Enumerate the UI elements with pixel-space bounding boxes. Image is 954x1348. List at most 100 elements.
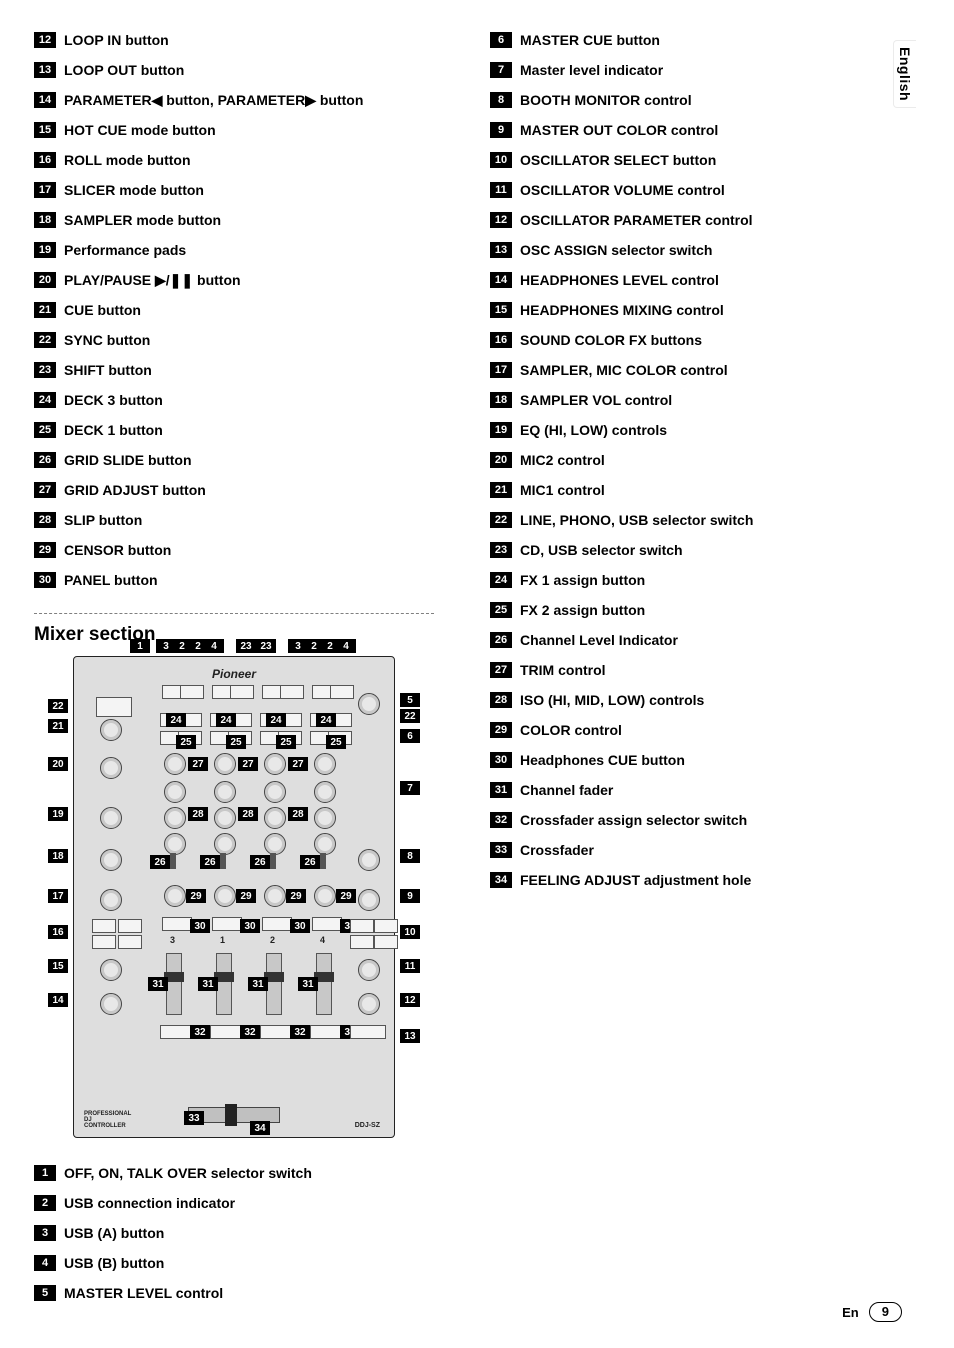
switch-graphic: [96, 697, 132, 717]
callout-number-badge: 31: [490, 782, 512, 798]
diagram-callout-badge: 27: [188, 757, 208, 771]
callout-number-badge: 17: [34, 182, 56, 198]
switch-graphic: [118, 919, 142, 933]
fader-graphic: [166, 953, 182, 1015]
diagram-callout-badge: 23: [256, 639, 276, 653]
callout-number-badge: 7: [490, 62, 512, 78]
callout-item: 15 HOT CUE mode button: [34, 115, 434, 145]
callout-number-badge: 14: [34, 92, 56, 108]
callout-label: USB (A) button: [64, 1226, 164, 1240]
callout-number-badge: 16: [490, 332, 512, 348]
callout-label: OFF, ON, TALK OVER selector switch: [64, 1166, 312, 1180]
knob-graphic: [164, 885, 186, 907]
switch-graphic: [180, 685, 204, 699]
callout-list-left-bottom: 1OFF, ON, TALK OVER selector switch2USB …: [34, 1158, 434, 1308]
switch-graphic: [374, 935, 398, 949]
callout-item: 23CD, USB selector switch: [490, 535, 890, 565]
callout-label: EQ (HI, LOW) controls: [520, 423, 667, 437]
callout-item: 34FEELING ADJUST adjustment hole: [490, 865, 890, 895]
callout-item: 16ROLL mode button: [34, 145, 434, 175]
knob-graphic: [164, 781, 186, 803]
knob-graphic: [100, 719, 122, 741]
callout-label: MASTER LEVEL control: [64, 1286, 223, 1300]
callout-number-badge: 13: [490, 242, 512, 258]
diagram-callout-badge: 29: [336, 889, 356, 903]
diagram-callout-badge: 32: [240, 1025, 260, 1039]
callout-number-badge: 26: [490, 632, 512, 648]
callout-label: PANEL button: [64, 573, 158, 587]
callout-label: GRID ADJUST button: [64, 483, 206, 497]
callout-item: 14HEADPHONES LEVEL control: [490, 265, 890, 295]
diagram-callout-badge: 12: [400, 993, 420, 1007]
knob-graphic: [100, 889, 122, 911]
callout-item: 5MASTER LEVEL control: [34, 1278, 434, 1308]
knob-graphic: [314, 753, 336, 775]
callout-item: 23SHIFT button: [34, 355, 434, 385]
diagram-callout-badge: 15: [48, 959, 68, 973]
callout-label: Performance pads: [64, 243, 186, 257]
fader-graphic: [216, 953, 232, 1015]
callout-item: 24DECK 3 button: [34, 385, 434, 415]
callout-item: 32Crossfader assign selector switch: [490, 805, 890, 835]
callout-label: FEELING ADJUST adjustment hole: [520, 873, 751, 887]
switch-graphic: [212, 917, 242, 931]
callout-item: 22SYNC button: [34, 325, 434, 355]
diagram-callout-badge: 30: [290, 919, 310, 933]
diagram-callout-badge: 25: [176, 735, 196, 749]
knob-graphic: [314, 781, 336, 803]
switch-graphic: [230, 685, 254, 699]
level-meter-graphic: [220, 853, 226, 869]
diagram-callout-badge: 30: [190, 919, 210, 933]
diagram-callout-badge: 17: [48, 889, 68, 903]
callout-label: Crossfader: [520, 843, 594, 857]
knob-graphic: [214, 833, 236, 855]
callout-item: 4USB (B) button: [34, 1248, 434, 1278]
callout-label: BOOTH MONITOR control: [520, 93, 692, 107]
callout-label: LOOP IN button: [64, 33, 169, 47]
callout-label: SLIP button: [64, 513, 142, 527]
diagram-callout-badge: 16: [48, 925, 68, 939]
callout-label: OSCILLATOR SELECT button: [520, 153, 716, 167]
callout-label: TRIM control: [520, 663, 606, 677]
diagram-callout-badge: 20: [48, 757, 68, 771]
knob-graphic: [358, 693, 380, 715]
callout-item: 29CENSOR button: [34, 535, 434, 565]
diagram-callout-badge: 25: [226, 735, 246, 749]
knob-graphic: [214, 781, 236, 803]
callout-item: 25DECK 1 button: [34, 415, 434, 445]
callout-number-badge: 15: [34, 122, 56, 138]
diagram-callout-badge: 13: [400, 1029, 420, 1043]
callout-item: 6MASTER CUE button: [490, 25, 890, 55]
switch-graphic: [330, 685, 354, 699]
callout-item: 27TRIM control: [490, 655, 890, 685]
diagram-text: 1: [220, 935, 225, 945]
callout-label: CUE button: [64, 303, 141, 317]
callout-number-badge: 3: [34, 1225, 56, 1241]
knob-graphic: [214, 885, 236, 907]
mixer-diagram: Pioneer DDJ-SZ PROFESSIONAL DJ CONTROLLE…: [73, 656, 395, 1138]
callout-number-badge: 32: [490, 812, 512, 828]
diagram-callout-badge: 24: [216, 713, 236, 727]
callout-item: 17SLICER mode button: [34, 175, 434, 205]
callout-number-badge: 33: [490, 842, 512, 858]
callout-number-badge: 21: [490, 482, 512, 498]
switch-graphic: [118, 935, 142, 949]
callout-number-badge: 18: [34, 212, 56, 228]
knob-graphic: [264, 781, 286, 803]
diagram-callout-badge: 25: [326, 735, 346, 749]
diagram-text: 2: [270, 935, 275, 945]
callout-number-badge: 20: [490, 452, 512, 468]
callout-item: 22LINE, PHONO, USB selector switch: [490, 505, 890, 535]
callout-number-badge: 1: [34, 1165, 56, 1181]
callout-label: HOT CUE mode button: [64, 123, 216, 137]
callout-number-badge: 14: [490, 272, 512, 288]
diagram-callout-badge: 26: [300, 855, 320, 869]
knob-graphic: [100, 849, 122, 871]
callout-item: 31 Channel fader: [490, 775, 890, 805]
callout-label: CENSOR button: [64, 543, 171, 557]
knob-graphic: [264, 833, 286, 855]
callout-label: Channel fader: [520, 783, 613, 797]
callout-item: 28SLIP button: [34, 505, 434, 535]
callout-number-badge: 13: [34, 62, 56, 78]
callout-label: MASTER CUE button: [520, 33, 660, 47]
